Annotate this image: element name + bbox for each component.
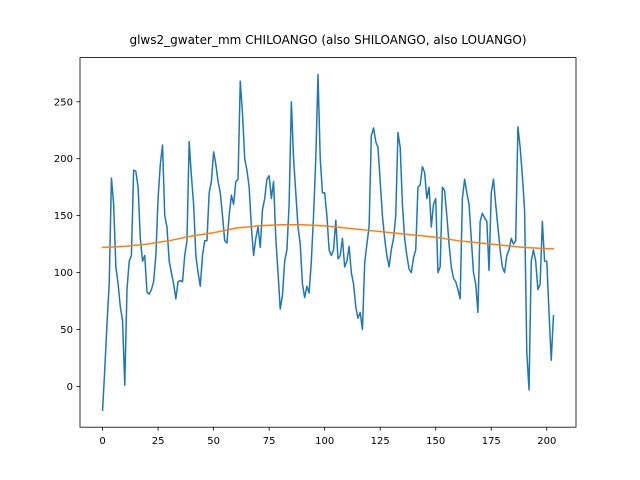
x-tick-label: 175 <box>482 436 501 447</box>
x-tick-label: 200 <box>537 436 556 447</box>
y-tick-label: 200 <box>54 154 73 165</box>
data-line <box>101 73 555 412</box>
y-tick-label: 50 <box>60 325 73 336</box>
y-tick-label: 100 <box>54 268 73 279</box>
y-tick-label: 0 <box>67 382 73 393</box>
data-line <box>101 224 555 250</box>
chart-title: glws2_gwater_mm CHILOANGO (also SHILOANG… <box>129 33 526 47</box>
y-tick-label: 150 <box>54 211 73 222</box>
x-tick-label: 100 <box>315 436 334 447</box>
x-tick-label: 150 <box>426 436 445 447</box>
x-tick-label: 25 <box>152 436 165 447</box>
x-tick-label: 125 <box>371 436 390 447</box>
x-tick-label: 50 <box>207 436 220 447</box>
x-tick-label: 75 <box>263 436 276 447</box>
x-tick-label: 0 <box>99 436 105 447</box>
plot-frame <box>79 57 577 428</box>
y-tick-label: 250 <box>54 97 73 108</box>
